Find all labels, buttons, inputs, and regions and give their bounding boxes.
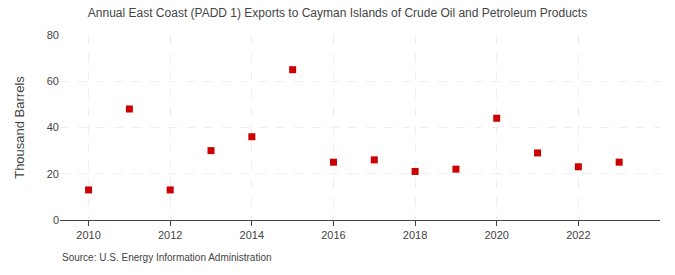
svg-text:20: 20	[47, 168, 59, 180]
svg-text:2018: 2018	[403, 229, 427, 241]
svg-text:2012: 2012	[158, 229, 182, 241]
svg-text:2022: 2022	[566, 229, 590, 241]
svg-text:2014: 2014	[240, 229, 264, 241]
svg-text:Source: U.S. Energy Informatio: Source: U.S. Energy Information Administ…	[62, 252, 272, 263]
svg-text:Thousand Barrels: Thousand Barrels	[12, 76, 27, 179]
svg-text:2020: 2020	[484, 229, 508, 241]
svg-text:60: 60	[47, 75, 59, 87]
svg-text:40: 40	[47, 121, 59, 133]
svg-text:0: 0	[53, 214, 59, 226]
svg-text:2016: 2016	[321, 229, 345, 241]
svg-text:2010: 2010	[76, 229, 100, 241]
svg-text:80: 80	[47, 29, 59, 41]
svg-text:Annual East Coast (PADD 1) Exp: Annual East Coast (PADD 1) Exports to Ca…	[88, 6, 587, 20]
